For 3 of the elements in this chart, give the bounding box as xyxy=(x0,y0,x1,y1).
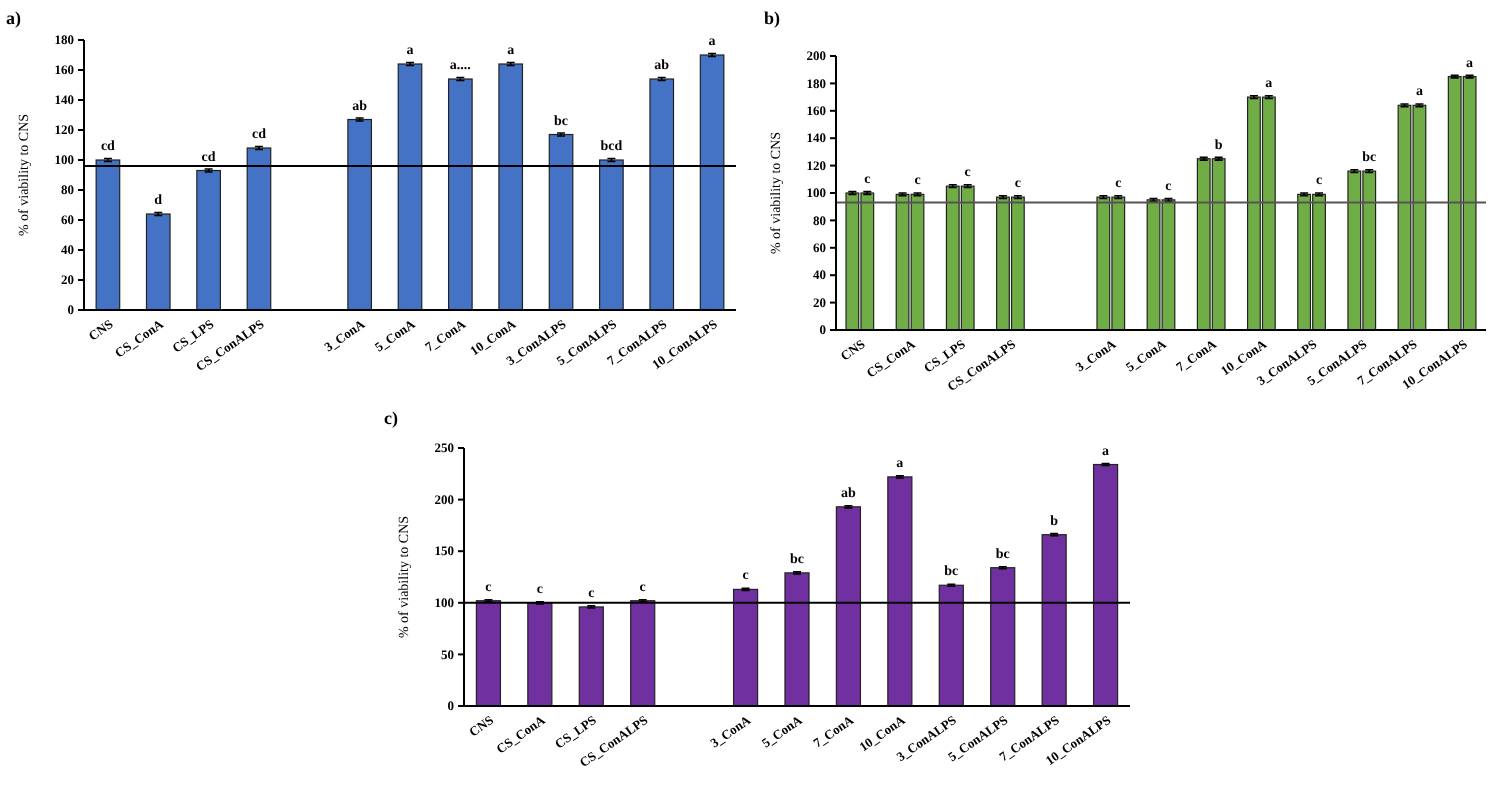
chart-title: b) xyxy=(764,8,781,28)
chart-title: a) xyxy=(6,8,21,28)
chart-title: c) xyxy=(384,408,398,428)
